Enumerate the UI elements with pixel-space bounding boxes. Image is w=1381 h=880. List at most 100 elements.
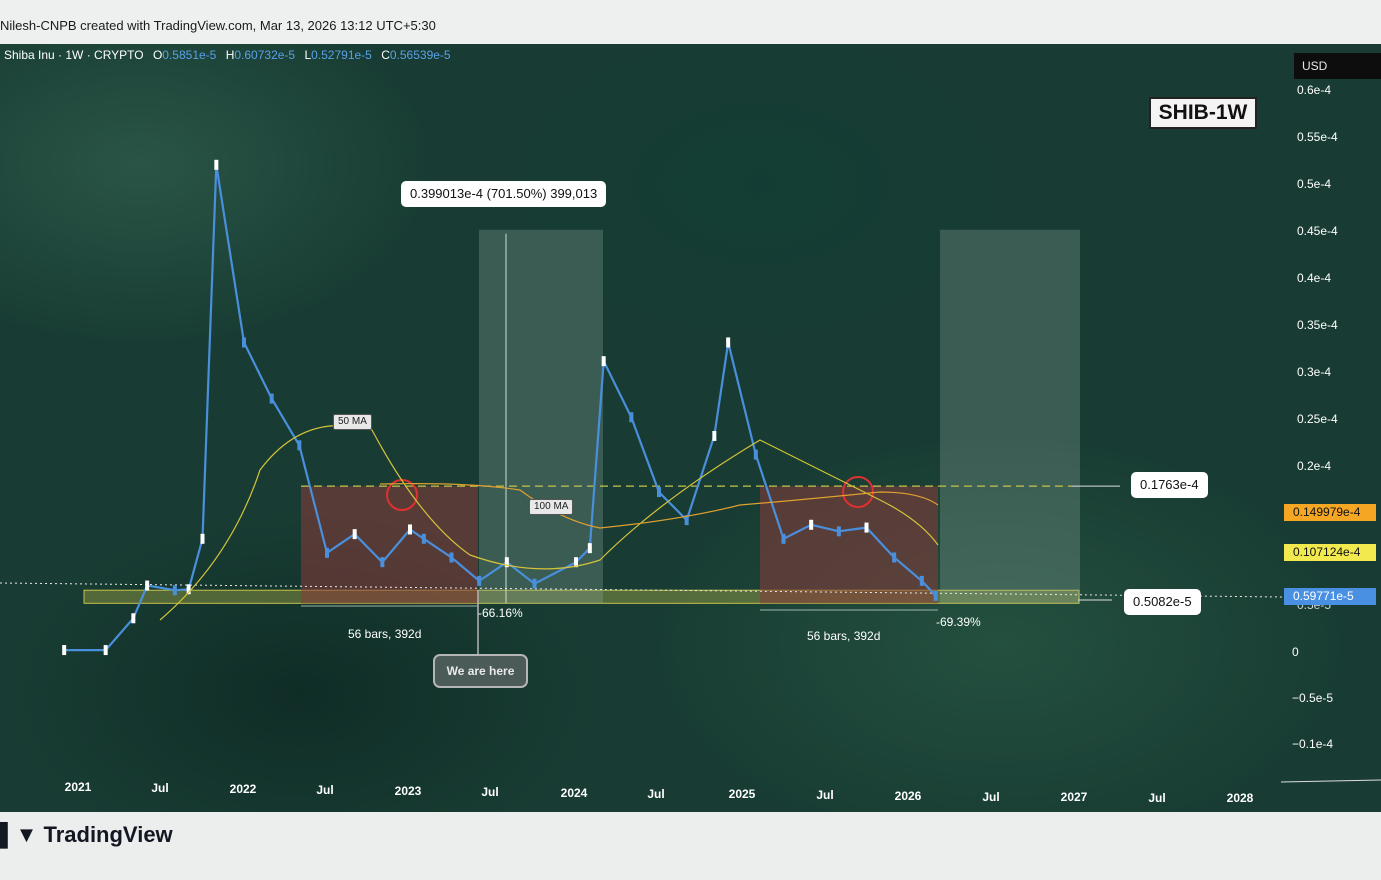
we-are-here-callout: We are here [433,654,528,688]
ma100-line [379,483,939,529]
decline-zone-1 [301,486,478,604]
breakdown-circle-2 [842,476,874,508]
last-price-line [0,582,1285,598]
tv-logo-icon: ▌▼ [0,822,44,847]
price-candle [200,533,205,544]
price-candle [352,529,357,540]
price-candle [269,393,274,404]
price-candle [477,575,482,586]
y-tick: 0.4e-4 [1297,271,1332,285]
x-tick: Jul [316,783,334,797]
price-candle [408,524,412,535]
x-tick: 2024 [560,786,588,800]
price-candle [587,543,592,554]
y-tick: 0.2e-4 [1297,459,1332,473]
price-candle [753,449,758,460]
y-tick: −0.1e-4 [1292,737,1334,751]
y-tick: 0.25e-4 [1297,412,1338,426]
y-tick: −0.5e-5 [1292,691,1334,705]
price-candle [62,645,67,656]
x-tick: Jul [151,781,169,795]
y-tick: 0.35e-4 [1297,318,1338,332]
axis-separator [1280,779,1381,783]
y-tick: 0 [1292,645,1299,659]
price-candle [242,337,246,348]
y-tick: 0.55e-4 [1297,130,1338,144]
ma50-price-tag: 0.107124e-4 [1284,544,1376,561]
support-callout: 0.5082e-5 [1124,589,1201,615]
x-tick: Jul [816,788,834,802]
tradingview-logo: ▌▼ TradingView [0,822,173,848]
ma100-price-tag: 0.149979e-4 [1284,504,1376,521]
y-tick: 0.45e-4 [1297,224,1338,238]
price-candle [919,575,924,586]
price-candle [629,412,634,423]
symbol-legend: Shiba Inu · 1W · CRYPTO O0.5851e-5 H0.60… [4,48,451,62]
bottom-brand-bar [0,812,1381,880]
last-price-tag: 0.59771e-5 [1284,588,1376,605]
decline-zone-2 [760,486,938,604]
drop2-bars: 56 bars, 392d [807,629,881,643]
low-label: L [304,48,312,62]
x-tick: 2027 [1060,790,1088,804]
low-value: 0.52791e-5 [311,48,372,62]
symbol-name: Shiba Inu · 1W · CRYPTO [4,48,144,62]
chart-credit-text: Nilesh-CNPB created with TradingView.com… [0,18,436,33]
price-candle [532,578,537,589]
price-candle [103,645,108,656]
price-candle [380,557,385,568]
x-tick: Jul [481,785,499,799]
brand-text: TradingView [43,822,173,847]
price-candle [504,557,509,568]
chart-title-tag: SHIB-1W [1149,97,1257,129]
x-tick: 2023 [394,784,422,798]
close-label: C [381,48,390,62]
x-tick: 2028 [1226,791,1254,805]
price-candle [214,159,219,170]
currency-selector[interactable]: USD [1294,53,1381,79]
drop1-percent: -66.16% [478,606,523,620]
chart-canvas[interactable] [0,44,1381,812]
resistance-callout: 0.1763e-4 [1131,472,1208,498]
x-tick: Jul [982,790,1000,804]
price-chart-svg[interactable] [0,44,1381,812]
price-candle [726,337,731,348]
drop2-percent: -69.39% [936,615,981,629]
price-candle [297,440,302,451]
x-tick: 2022 [229,782,257,796]
price-candle [145,580,150,591]
price-candle [186,584,191,595]
price-candle [131,613,136,624]
price-candle [933,590,938,601]
price-candle [421,533,426,544]
price-line-series [64,164,937,652]
close-value: 0.56539e-5 [389,48,451,62]
y-tick: 0.6e-4 [1297,83,1332,97]
top-credit-bar: Nilesh-CNPB created with TradingView.com… [0,0,1381,44]
drop1-bars: 56 bars, 392d [348,627,422,641]
measure-callout: 0.399013e-4 (701.50%) 399,013 [401,181,607,207]
price-candle [449,552,454,563]
open-value: 0.5851e-5 [162,48,217,62]
x-tick: 2026 [894,789,922,803]
high-value: 0.60732e-5 [234,48,296,62]
high-label: H [225,48,235,62]
ma100-label: 100 MA [529,499,574,515]
price-candle [601,356,606,367]
price-candle [712,430,717,441]
x-tick: 2021 [64,780,92,794]
measure-box-1 [479,229,603,604]
x-tick: Jul [1148,791,1166,805]
price-candle [864,522,869,533]
x-tick: 2025 [728,787,756,801]
price-candle [836,526,841,537]
measure-box-2 [940,229,1080,604]
price-candle [325,547,329,558]
ma50-line [159,424,939,621]
x-tick: Jul [647,787,665,801]
price-candle [809,519,814,530]
y-tick: 0.5e-4 [1297,177,1332,191]
price-candle [574,557,578,568]
y-tick: 0.3e-4 [1297,365,1332,379]
ma50-label: 50 MA [333,414,372,430]
